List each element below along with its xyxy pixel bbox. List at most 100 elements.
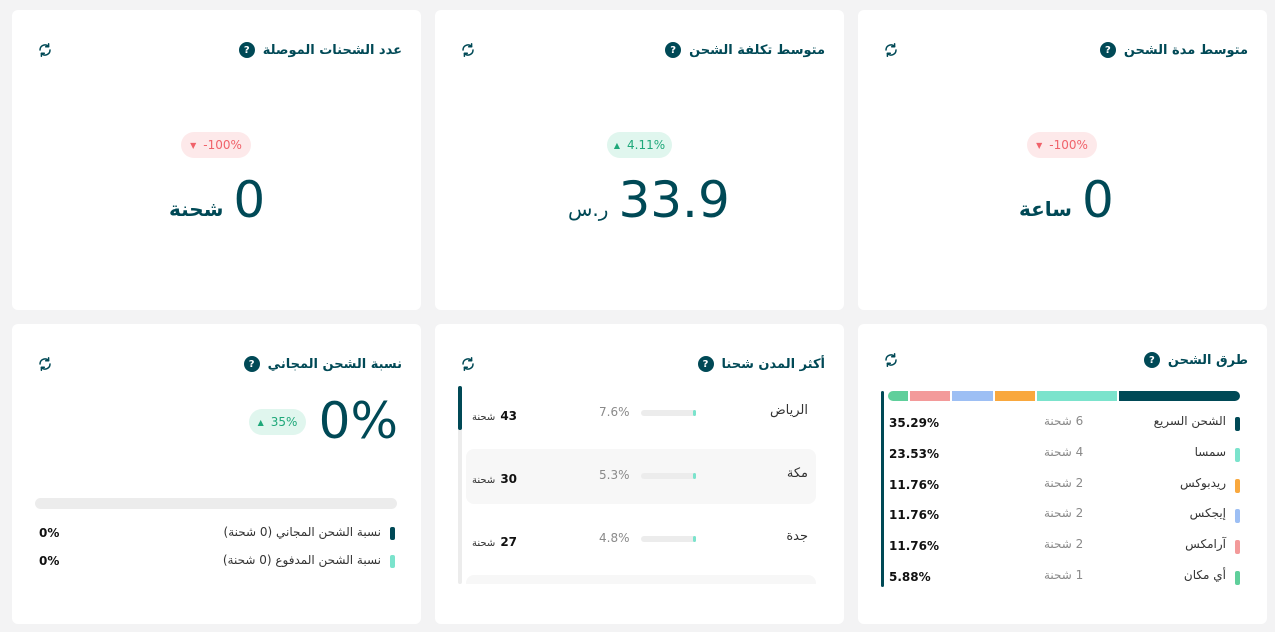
- cities-scrollbar-track[interactable]: [458, 386, 462, 584]
- city-pct: 7.6%: [599, 405, 630, 419]
- city-count: 30 شحنة: [472, 472, 518, 486]
- city-name: جدة: [786, 529, 808, 544]
- method-swatch: [1235, 417, 1240, 431]
- legend-pct: 0%: [39, 554, 60, 568]
- change-badge: ▲ 4.11%: [607, 132, 672, 158]
- metric-unit: شحنة: [169, 197, 224, 221]
- city-bar-fill: [693, 536, 696, 542]
- method-count: 2 شحنة: [1044, 506, 1084, 521]
- method-count: 2 شحنة: [1044, 475, 1084, 490]
- metric-number: 0%: [318, 392, 398, 450]
- free-shipping-ratio-card: نسبة الشحن المجاني ? 0% ▲ 35% 0% نسبة الش…: [12, 324, 421, 624]
- change-badge: ▼ -100%: [1027, 132, 1097, 158]
- delivered-shipments-card: عدد الشحنات الموصلة ? ▼ -100% شحنة 0: [12, 10, 421, 310]
- method-pct: 11.76%: [889, 477, 939, 492]
- card-title: عدد الشحنات الموصلة: [262, 42, 402, 58]
- legend-swatch: [390, 527, 395, 540]
- city-count: 43 شحنة: [472, 409, 518, 423]
- method-row: 5.88% 1 شحنة أي مكان: [889, 568, 1240, 586]
- methods-bar-segment: [1036, 391, 1118, 401]
- refresh-icon[interactable]: [459, 41, 477, 59]
- refresh-icon[interactable]: [36, 41, 54, 59]
- legend-item: 0% نسبة الشحن المدفوع (0 شحنة): [39, 552, 395, 570]
- method-row: 11.76% 2 شحنة إيجكس: [889, 506, 1240, 524]
- card-header: متوسط تكلفة الشحن ?: [665, 42, 825, 58]
- city-row[interactable]: [466, 575, 816, 584]
- city-bar-track: [641, 536, 696, 542]
- method-swatch: [1235, 540, 1240, 555]
- help-icon[interactable]: ?: [697, 356, 714, 372]
- method-swatch: [1235, 571, 1240, 585]
- cities-list: الرياض 7.6% 43 شحنة مكة 5.3% 30 شحنة جدة 4.8% 27…: [466, 386, 816, 584]
- help-icon[interactable]: ?: [238, 42, 255, 58]
- method-count: 2 شحنة: [1044, 537, 1084, 552]
- method-row: 11.76% 2 شحنة ريدبوكس: [889, 476, 1240, 494]
- methods-bar-segment: [994, 391, 1035, 401]
- card-title: متوسط مدة الشحن: [1123, 42, 1248, 58]
- city-count: 27 شحنة: [472, 535, 518, 549]
- metric-unit: ر.س: [568, 197, 609, 221]
- method-row: 11.76% 2 شحنة آرامكس: [889, 537, 1240, 555]
- help-icon[interactable]: ?: [1143, 352, 1160, 368]
- city-bar-track: [641, 410, 696, 416]
- triangle-up-icon: ▲: [257, 417, 264, 427]
- method-swatch: [1235, 478, 1240, 493]
- help-icon[interactable]: ?: [1099, 42, 1116, 58]
- city-bar-fill: [693, 473, 696, 479]
- method-name: أي مكان: [1183, 568, 1226, 582]
- city-row[interactable]: جدة 4.8% 27 شحنة: [466, 512, 816, 567]
- method-pct: 11.76%: [889, 539, 939, 554]
- card-header: نسبة الشحن المجاني ?: [243, 356, 402, 372]
- refresh-icon[interactable]: [36, 355, 54, 373]
- method-pct: 23.53%: [889, 446, 939, 461]
- methods-bar-segment: [1119, 391, 1240, 401]
- metric-number: 33.9: [618, 171, 730, 229]
- methods-scrollbar[interactable]: [881, 391, 884, 587]
- change-badge: ▲ 35%: [249, 409, 306, 435]
- card-title: طرق الشحن: [1167, 352, 1248, 368]
- card-header: طرق الشحن ?: [1143, 352, 1248, 368]
- metric-unit: ساعة: [1019, 197, 1072, 221]
- metric-value: ساعة 0: [1019, 175, 1114, 225]
- methods-stacked-bar: [888, 391, 1240, 401]
- city-bar-fill: [693, 410, 696, 416]
- help-icon[interactable]: ?: [243, 356, 260, 372]
- method-pct: 35.29%: [889, 416, 939, 430]
- card-header: أكثر المدن شحنا ?: [697, 356, 825, 372]
- triangle-down-icon: ▼: [1036, 140, 1043, 150]
- city-row[interactable]: الرياض 7.6% 43 شحنة: [466, 386, 816, 441]
- metric-value: ر.س 33.9: [568, 175, 730, 225]
- method-count: 1 شحنة: [1044, 568, 1084, 582]
- method-name: إيجكس: [1189, 506, 1226, 521]
- method-pct: 11.76%: [889, 508, 939, 523]
- method-row: 35.29% 6 شحنة الشحن السريع: [889, 414, 1240, 432]
- method-swatch: [1235, 447, 1240, 462]
- cities-scrollbar-thumb[interactable]: [458, 386, 462, 430]
- metric-number: 0: [233, 171, 266, 229]
- city-row[interactable]: مكة 5.3% 30 شحنة: [466, 449, 816, 504]
- top-cities-card: أكثر المدن شحنا ? الرياض 7.6% 43 شحنة مكة 5.…: [435, 324, 844, 624]
- triangle-down-icon: ▼: [190, 140, 197, 150]
- legend-item: 0% نسبة الشحن المجاني (0 شحنة): [39, 524, 395, 542]
- card-title: نسبة الشحن المجاني: [267, 356, 402, 372]
- method-name: الشحن السريع: [1153, 414, 1226, 428]
- metric-value: شحنة 0: [169, 175, 265, 225]
- city-name: مكة: [786, 466, 808, 481]
- city-bar-track: [641, 473, 696, 479]
- legend-swatch: [390, 555, 395, 568]
- method-name: ريدبوكس: [1180, 475, 1226, 490]
- refresh-icon[interactable]: [882, 351, 900, 369]
- method-row: 23.53% 4 شحنة سمسا: [889, 445, 1240, 463]
- refresh-icon[interactable]: [459, 355, 477, 373]
- methods-bar-segment: [888, 391, 909, 401]
- methods-bar-segment: [952, 391, 993, 401]
- change-badge: ▼ -100%: [181, 132, 251, 158]
- card-header: متوسط مدة الشحن ?: [1099, 42, 1248, 58]
- card-title: متوسط تكلفة الشحن: [689, 42, 825, 58]
- help-icon[interactable]: ?: [665, 42, 682, 58]
- refresh-icon[interactable]: [882, 41, 900, 59]
- shipping-methods-card: طرق الشحن ? 35.29% 6 شحنة الشحن السريع 23.5…: [858, 324, 1267, 624]
- free-ratio-progress-track: [35, 498, 397, 509]
- method-swatch: [1235, 509, 1240, 524]
- city-pct: 5.3%: [599, 468, 630, 482]
